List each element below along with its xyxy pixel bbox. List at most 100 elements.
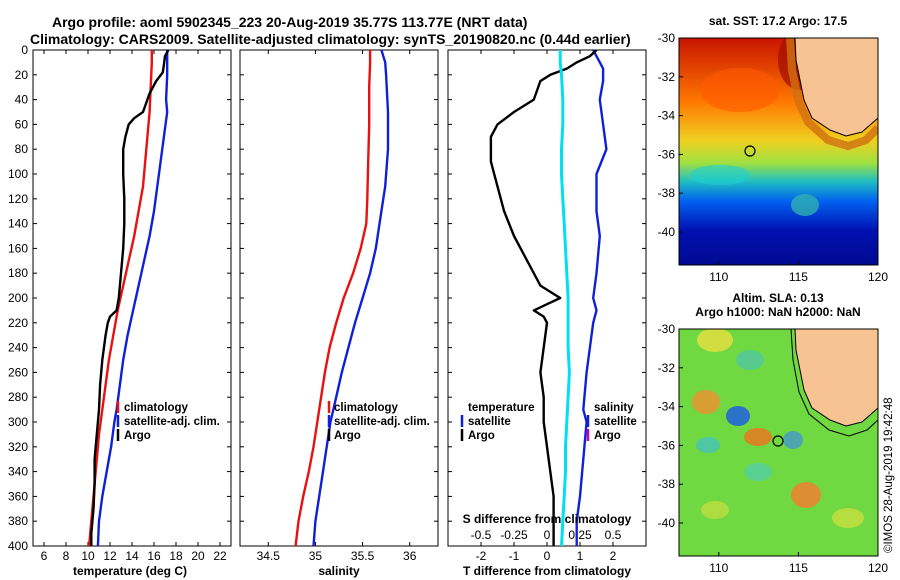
sst-map-frame — [678, 37, 879, 266]
sla-lon-label: 110 — [709, 561, 728, 575]
depth-tick-label: 400 — [8, 539, 28, 553]
sla-anomaly — [696, 437, 720, 453]
difference-plot-frame — [447, 49, 647, 547]
temperature-tick-label: 16 — [147, 549, 161, 563]
sst-lon-label: 115 — [789, 270, 808, 284]
sst-lat-label: -36 — [658, 147, 676, 161]
sla-anomaly — [783, 431, 803, 449]
sla-lon-label: 120 — [868, 561, 888, 575]
sla-anomaly — [697, 329, 733, 352]
temperature-tick-label: 20 — [191, 549, 205, 563]
series-t-satellite — [575, 50, 608, 546]
salinity-legend: climatology satellite-adj. clim. Argo — [327, 401, 430, 442]
difference-legend-temperature: temperature satellite Argo — [460, 402, 534, 442]
depth-tick-label: 120 — [8, 192, 28, 206]
sla-lat-label: -36 — [658, 438, 676, 452]
depth-tick-label: 340 — [8, 465, 28, 479]
temperature-axis-label: temperature (deg C) — [73, 564, 187, 578]
depth-tick-label: 300 — [8, 415, 28, 429]
argo-position-marker — [772, 435, 784, 447]
legend-label-climatology: climatology — [124, 402, 189, 414]
depth-tick-label: 240 — [8, 341, 28, 355]
salinity-tick-label: 35.5 — [351, 549, 375, 563]
credit-stamp: ©IMOS 28-Aug-2019 19:42:48 — [883, 397, 895, 553]
temperature-plot-frame — [32, 49, 232, 547]
depth-tick-label: 320 — [8, 440, 28, 454]
temperature-tick-label: 22 — [213, 549, 227, 563]
sst-lat-label: -34 — [658, 109, 676, 123]
s-difference-tick-label: -0.25 — [500, 528, 528, 542]
legend-label-s-satellite: satellite — [594, 416, 637, 428]
depth-tick-label: 220 — [8, 316, 28, 330]
series-satellite-adj-clim — [96, 50, 169, 546]
series-s-satellite — [558, 50, 571, 546]
series-t-argo — [489, 50, 598, 546]
legend-label-s-argo: Argo — [594, 430, 621, 442]
depth-tick-label: 100 — [8, 167, 28, 181]
sla-anomaly — [701, 501, 729, 519]
depth-tick-label: 60 — [15, 117, 29, 131]
depth-tick-label: 20 — [15, 68, 29, 82]
sst-lon-label: 110 — [709, 270, 728, 284]
series-argo — [90, 50, 170, 546]
legend-label-t-satellite: satellite — [468, 416, 511, 428]
salinity-tick-label: 35 — [309, 549, 323, 563]
t-difference-tick-label: 2 — [610, 549, 617, 563]
legend-header-salinity: salinity — [594, 402, 634, 414]
depth-tick-label: 180 — [8, 266, 28, 280]
sla-anomaly — [832, 508, 864, 528]
legend-header-temperature: temperature — [468, 402, 534, 414]
sla-land — [794, 329, 878, 427]
sla-lat-label: -30 — [658, 322, 676, 336]
t-difference-tick-label: 1 — [577, 549, 584, 563]
depth-tick-label: 200 — [8, 291, 28, 305]
legend-label-satellite: satellite-adj. clim. — [334, 416, 430, 428]
t-difference-tick-label: -2 — [476, 549, 487, 563]
series-climatology — [87, 50, 154, 546]
depth-tick-label: 280 — [8, 390, 28, 404]
depth-tick-label: 380 — [8, 514, 28, 528]
sst-cyan-patch — [690, 165, 750, 185]
sst-land — [794, 38, 878, 137]
sla-map-frame — [678, 328, 879, 557]
s-difference-axis-label: S difference from climatology — [463, 512, 632, 526]
temperature-tick-label: 18 — [169, 549, 183, 563]
axis-ticks: 0204060801001201401601802002202402602803… — [8, 43, 646, 563]
temperature-tick-label: 12 — [103, 549, 117, 563]
legend-label-argo: Argo — [124, 430, 151, 442]
legend-label-satellite: satellite-adj. clim. — [124, 416, 220, 428]
depth-tick-label: 140 — [8, 217, 28, 231]
sst-map — [679, 38, 878, 265]
legend-label-climatology: climatology — [334, 402, 399, 414]
temperature-tick-label: 6 — [41, 549, 48, 563]
sst-lon-label: 120 — [868, 270, 888, 284]
temperature-tick-label: 8 — [63, 549, 70, 563]
salinity-plot-frame — [239, 49, 439, 547]
sla-anomaly — [692, 390, 720, 414]
depth-tick-label: 80 — [15, 142, 29, 156]
salinity-tick-label: 36 — [403, 549, 417, 563]
series-layer — [87, 50, 608, 546]
legend-label-argo: Argo — [334, 430, 361, 442]
salinity-tick-label: 34.5 — [257, 549, 281, 563]
sst-map-title: sat. SST: 17.2 Argo: 17.5 — [709, 14, 848, 28]
depth-tick-label: 360 — [8, 489, 28, 503]
sla-anomaly — [726, 406, 750, 426]
s-difference-tick-label: 0.25 — [568, 528, 592, 542]
sla-lat-label: -32 — [658, 361, 676, 375]
temperature-tick-label: 10 — [81, 549, 95, 563]
legend-label-t-argo: Argo — [468, 430, 495, 442]
t-difference-tick-label: -1 — [509, 549, 520, 563]
sla-map — [679, 329, 878, 556]
temperature-legend: climatology satellite-adj. clim. Argo — [116, 401, 220, 442]
sla-lat-label: -40 — [658, 516, 676, 530]
s-difference-tick-label: 0 — [544, 528, 551, 542]
salinity-axis-label: salinity — [318, 564, 360, 578]
series-satellite-adj-clim — [312, 50, 390, 546]
sla-anomaly — [736, 350, 764, 370]
sla-isobath — [790, 329, 878, 437]
sst-lat-label: -40 — [658, 225, 676, 239]
profile-title: Argo profile: aoml 5902345_223 20-Aug-20… — [52, 14, 527, 30]
sla-anomaly — [744, 463, 772, 481]
